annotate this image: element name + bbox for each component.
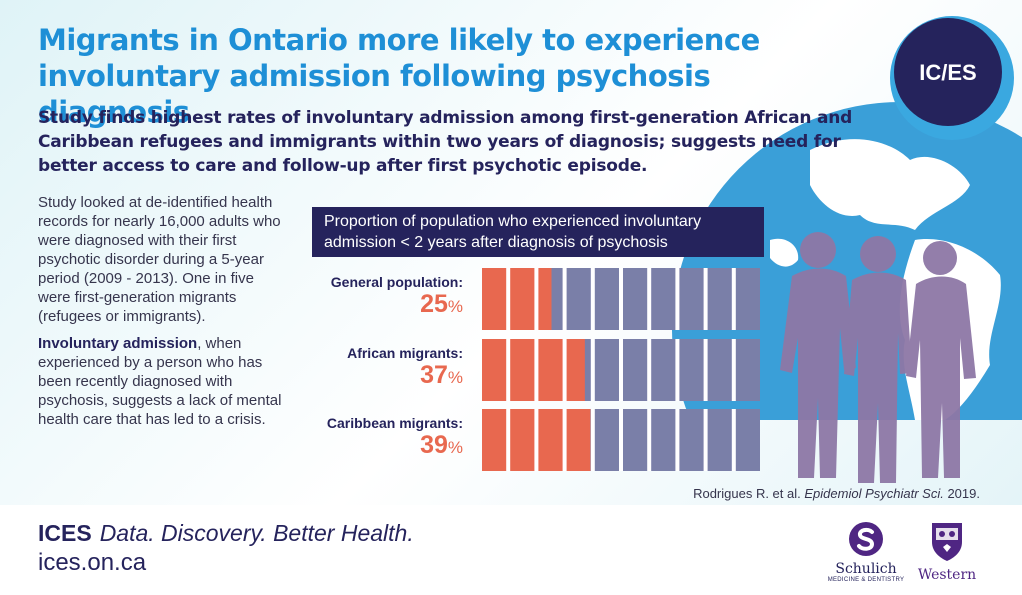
data-value-label: 39%	[313, 431, 463, 460]
bar-segment-divider	[619, 409, 623, 471]
study-description: Study looked at de-identified health rec…	[38, 193, 288, 437]
citation-year: 2019.	[947, 486, 980, 501]
bar-segment-divider	[731, 409, 736, 471]
citation-journal: Epidemiol Psychiatr Sci.	[804, 486, 944, 501]
bar-row-0	[482, 268, 760, 330]
bar-segment-divider	[647, 409, 652, 471]
bar-segment-divider	[619, 268, 623, 330]
ices-logo-badge: IC/ES	[890, 16, 1014, 140]
ices-logo-text: IC/ES	[919, 60, 976, 85]
bar-segment-divider	[562, 339, 567, 401]
bar-segment-divider	[619, 339, 623, 401]
subheadline: Study finds highest rates of involuntary…	[38, 108, 853, 176]
citation-authors: Rodrigues R. et al.	[693, 486, 801, 501]
schulich-logo: Schulich MEDICINE & DENTISTRY	[826, 521, 906, 583]
footer-brand: ICES Data. Discovery. Better Health.	[38, 520, 414, 547]
category-label: General population:	[330, 274, 463, 290]
bar-segment-divider	[731, 339, 736, 401]
bar-row-2	[482, 409, 760, 471]
bar-segment-divider	[703, 268, 708, 330]
bar-segment-divider	[703, 339, 708, 401]
chart-title: Proportion of population who experienced…	[312, 207, 764, 257]
value-number: 37	[420, 361, 448, 389]
bar-segment-divider	[675, 339, 680, 401]
bar-segment-divider	[534, 268, 539, 330]
bar-segment-divider	[590, 409, 595, 471]
bar-segment-divider	[590, 268, 595, 330]
bar-segment-divider	[534, 339, 539, 401]
data-value-label: 25%	[313, 290, 463, 319]
value-unit: %	[447, 438, 463, 457]
definition-text: , when experienced by a person who has b…	[38, 335, 282, 428]
bar-segment-divider	[562, 409, 567, 471]
bar-row-1	[482, 339, 760, 401]
western-name: Western	[917, 567, 977, 583]
infographic: IC/ES Migrants in Ontario more likely to…	[0, 0, 1022, 505]
schulich-subtitle: MEDICINE & DENTISTRY	[827, 577, 905, 583]
value-unit: %	[447, 297, 463, 316]
brand-name: ICES	[38, 520, 92, 546]
bar-filled	[482, 268, 552, 330]
data-value-label: 37%	[313, 361, 463, 390]
involuntary-admission-definition: Involuntary admission, when experienced …	[38, 334, 288, 429]
bar-segment-divider	[703, 409, 708, 471]
value-number: 39	[420, 431, 448, 459]
people-silhouette-illustration	[780, 232, 976, 483]
study-summary: Study looked at de-identified health rec…	[38, 194, 281, 325]
bar-segment-divider	[647, 339, 652, 401]
citation: Rodrigues R. et al. Epidemiol Psychiatr …	[600, 486, 980, 501]
bar-segment-divider	[590, 339, 595, 401]
bar-segment-divider	[506, 268, 511, 330]
bar-segment-divider	[731, 268, 736, 330]
headline: Migrants in Ontario more likely to exper…	[38, 23, 760, 129]
schulich-name: Schulich	[835, 561, 897, 577]
bar-segment-divider	[675, 409, 680, 471]
bar-segment-divider	[534, 409, 539, 471]
value-number: 25	[420, 290, 448, 318]
category-label: Caribbean migrants:	[326, 415, 463, 431]
bar-segment-divider	[506, 409, 511, 471]
term-involuntary-admission: Involuntary admission	[38, 335, 198, 352]
footer: ICES Data. Discovery. Better Health. ices…	[0, 505, 1022, 595]
bar-segment-divider	[647, 268, 652, 330]
bar-segment-divider	[506, 339, 511, 401]
category-label: African migrants:	[347, 345, 463, 361]
bar-filled	[482, 339, 585, 401]
brand-tagline: Data. Discovery. Better Health.	[99, 520, 414, 546]
website-link[interactable]: ices.on.ca	[38, 549, 147, 576]
bar-segment-divider	[675, 268, 680, 330]
schulich-s-icon	[849, 522, 883, 556]
value-unit: %	[447, 368, 463, 387]
bar-chart	[482, 268, 760, 471]
western-logo: Western	[912, 520, 982, 583]
western-crest-icon	[932, 523, 962, 561]
bar-segment-divider	[562, 268, 567, 330]
